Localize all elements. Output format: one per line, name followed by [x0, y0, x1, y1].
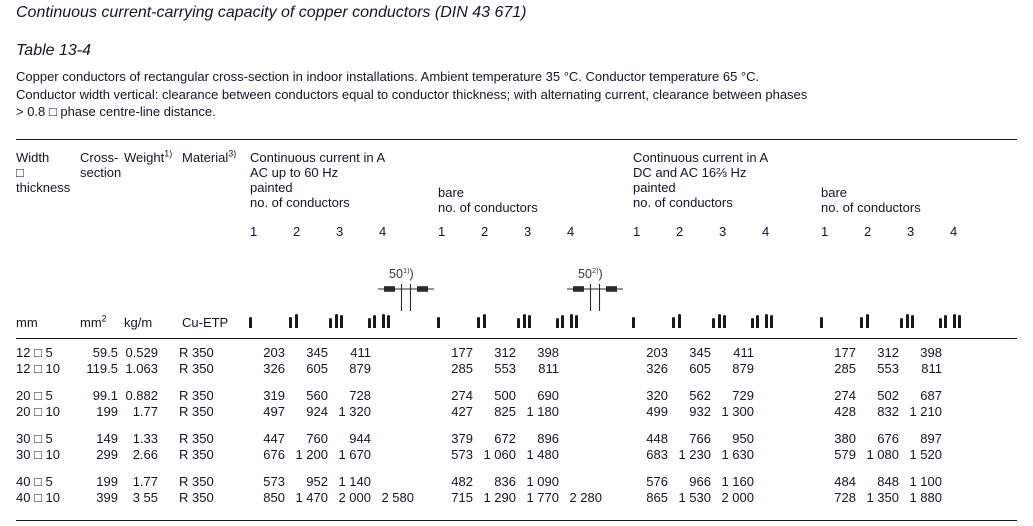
- svg-text:): ): [599, 267, 603, 281]
- svg-text:50: 50: [389, 267, 403, 281]
- svg-text:): ): [410, 267, 414, 281]
- svg-text:50: 50: [578, 267, 592, 281]
